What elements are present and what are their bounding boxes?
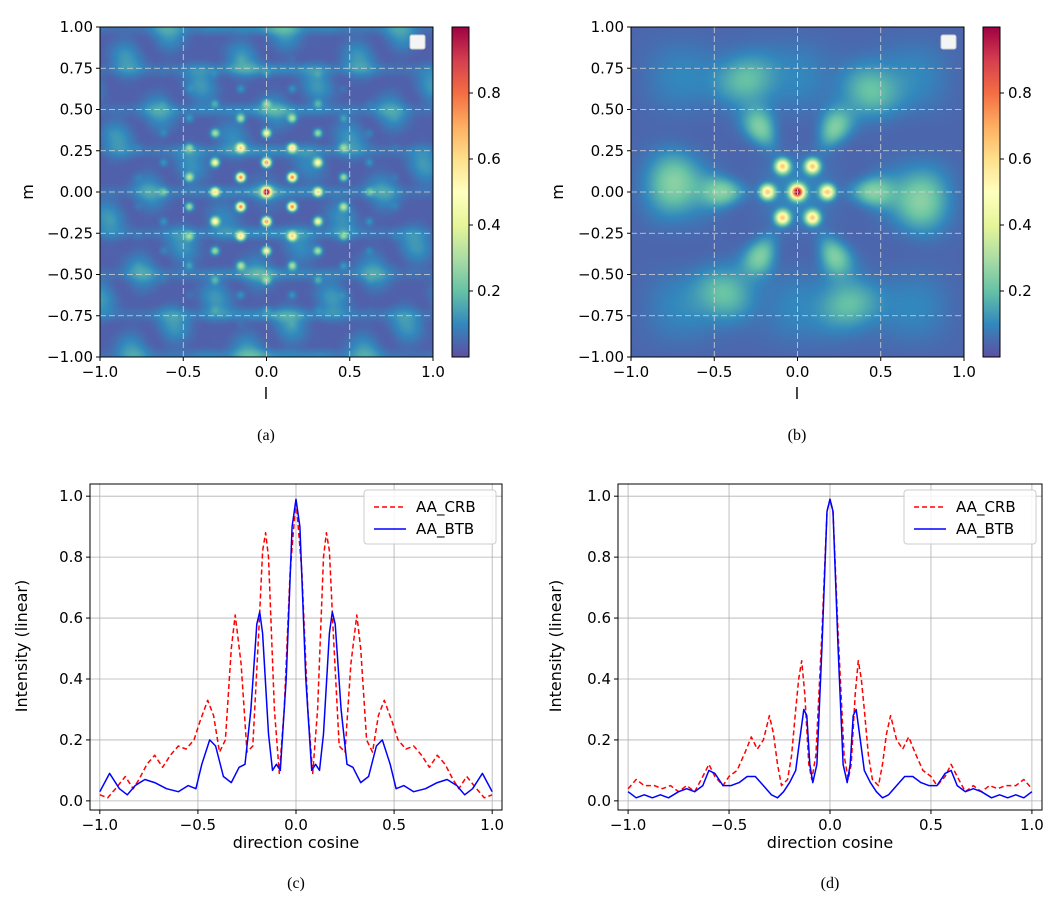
y-tick-label: −0.75 (47, 307, 93, 325)
legend-label: AA_CRB (416, 498, 476, 517)
y-tick-label: 1.00 (60, 18, 93, 36)
y-tick-label: 0.4 (59, 670, 83, 688)
legend-label: AA_BTB (956, 520, 1014, 539)
y-tick-label: −1.00 (578, 348, 624, 366)
series-line-aa-btb (627, 498, 1033, 799)
x-tick-label: −0.5 (696, 363, 732, 381)
y-tick-label: −0.50 (578, 266, 624, 284)
line-panel-c: −1.0 −0.5 0.0 0.5 1.0 0.0 0.2 0.4 0.6 0.8 1.0 AA_C… (12, 483, 504, 892)
y-tick-label: 1.0 (587, 487, 611, 505)
x-tick-label: 0.0 (818, 816, 842, 834)
y-tick-label: 0.25 (60, 142, 93, 160)
x-tick-label: 1.0 (1020, 816, 1044, 834)
y-tick-label: 0.00 (60, 183, 93, 201)
x-tick-label: 0.5 (338, 363, 362, 381)
y-tick-label: 0.8 (587, 548, 611, 566)
y-tick-label: 0.6 (587, 609, 611, 627)
axis-ticks-d: −1.0 −0.5 0.0 0.5 1.0 0.0 0.2 0.4 0.6 0.8 1.0 (587, 487, 1044, 834)
x-tick-label: −1.0 (82, 363, 118, 381)
colorbar-tick-label: 0.8 (477, 84, 501, 102)
x-tick-label: 0.5 (869, 363, 893, 381)
x-tick-label: −0.5 (180, 816, 216, 834)
axis-ticks-c: −1.0 −0.5 0.0 0.5 1.0 0.0 0.2 0.4 0.6 0.8 1.0 (59, 487, 504, 834)
colorbar-tick-label: 0.4 (1008, 216, 1032, 234)
caption-b: (b) (788, 427, 807, 444)
colorbar-tick-label: 0.6 (1008, 150, 1032, 168)
y-tick-label: 0.8 (59, 548, 83, 566)
x-tick-label: −0.5 (711, 816, 747, 834)
empty-legend-b (940, 34, 957, 50)
y-tick-label: 0.6 (59, 609, 83, 627)
xlabel-c: direction cosine (233, 833, 360, 852)
x-tick-label: −0.5 (165, 363, 201, 381)
ylabel-d: Intensity (linear) (546, 580, 565, 712)
caption-d: (d) (821, 875, 840, 892)
line-panel-d: −1.0 −0.5 0.0 0.5 1.0 0.0 0.2 0.4 0.6 0.8 1.0 AA_C… (546, 483, 1044, 892)
heatmap-panel-b: −1.0 −0.5 0.0 0.5 1.0 1.00 0.75 0.50 0.25 0.00 −0.… (548, 18, 1032, 444)
x-tick-label: 1.0 (480, 816, 504, 834)
y-tick-label: 0.0 (587, 792, 611, 810)
legend-box (903, 489, 1037, 545)
line-grid-c (90, 484, 502, 810)
x-tick-label: −1.0 (610, 816, 646, 834)
legend-c: AA_CRB AA_BTB (363, 489, 497, 545)
legend-label: AA_CRB (956, 498, 1016, 517)
legend-label: AA_BTB (416, 520, 474, 539)
colorbar-tick-label: 0.4 (477, 216, 501, 234)
ylabel-c: Intensity (linear) (12, 580, 31, 712)
colorbar-tick-label: 0.8 (1008, 84, 1032, 102)
series-lines-d (627, 498, 1033, 799)
y-tick-label: 0.75 (60, 59, 93, 77)
x-tick-label: 0.0 (255, 363, 279, 381)
x-tick-label: 0.5 (382, 816, 406, 834)
colorbar-tick-label: 0.2 (1008, 282, 1032, 300)
y-tick-label: 0.25 (591, 142, 624, 160)
y-tick-label: 0.00 (591, 183, 624, 201)
xlabel-d: direction cosine (767, 833, 894, 852)
x-tick-label: 1.0 (952, 363, 976, 381)
xlabel-b: l (795, 384, 799, 403)
colorbar-tick-label: 0.2 (477, 282, 501, 300)
x-tick-label: 0.5 (919, 816, 943, 834)
y-tick-label: 1.0 (59, 487, 83, 505)
x-tick-label: −1.0 (613, 363, 649, 381)
y-tick-label: 0.50 (591, 101, 624, 119)
caption-a: (a) (257, 427, 275, 444)
colorbar-ticks-b: 0.2 0.4 0.6 0.8 (1000, 84, 1032, 300)
axis-ticks-a: −1.0 −0.5 0.0 0.5 1.0 1.00 0.75 0.50 0.25 0.00 −0.… (47, 18, 445, 381)
y-tick-label: −0.25 (47, 224, 93, 242)
series-line-aa-btb (99, 498, 493, 796)
colorbar-a (451, 26, 470, 358)
colorbar-tick-label: 0.6 (477, 150, 501, 168)
y-tick-label: 0.0 (59, 792, 83, 810)
xlabel-a: l (264, 384, 268, 403)
y-tick-label: 1.00 (591, 18, 624, 36)
x-tick-label: 0.0 (284, 816, 308, 834)
x-tick-label: 1.0 (421, 363, 445, 381)
y-tick-label: 0.2 (587, 731, 611, 749)
heatmap-panel-a: −1.0 −0.5 0.0 0.5 1.0 1.00 0.75 0.50 0.25 0.00 −0.… (18, 18, 501, 444)
x-tick-label: −1.0 (82, 816, 118, 834)
ylabel-b: m (548, 184, 567, 200)
axis-ticks-b: −1.0 −0.5 0.0 0.5 1.0 1.00 0.75 0.50 0.25 0.00 −0.… (578, 18, 976, 381)
y-tick-label: −0.75 (578, 307, 624, 325)
line-grid-d (618, 484, 1042, 810)
y-tick-label: 0.50 (60, 101, 93, 119)
colorbar-ticks-a: 0.2 0.4 0.6 0.8 (469, 84, 501, 300)
x-tick-label: 0.0 (786, 363, 810, 381)
ylabel-a: m (18, 184, 37, 200)
legend-d: AA_CRB AA_BTB (903, 489, 1037, 545)
y-tick-label: 0.4 (587, 670, 611, 688)
empty-legend-a (409, 34, 426, 50)
legend-box (363, 489, 497, 545)
y-tick-label: 0.2 (59, 731, 83, 749)
colorbar-b (982, 26, 1001, 358)
caption-c: (c) (287, 875, 305, 892)
y-tick-label: −0.50 (47, 266, 93, 284)
series-lines-c (99, 498, 493, 799)
y-tick-label: −0.25 (578, 224, 624, 242)
y-tick-label: 0.75 (591, 59, 624, 77)
y-tick-label: −1.00 (47, 348, 93, 366)
